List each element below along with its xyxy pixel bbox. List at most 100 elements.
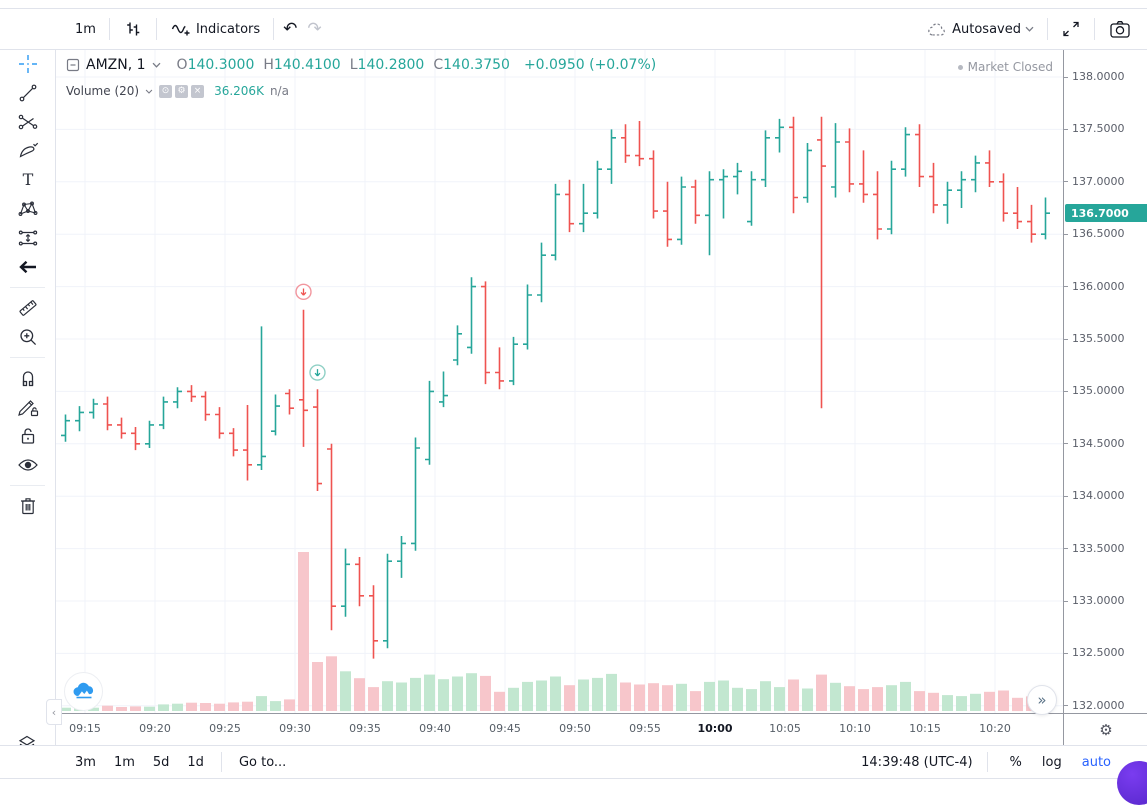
volume-bar [60, 707, 71, 711]
help-fab-button[interactable] [1117, 761, 1147, 805]
price-tick-label: 133.0000 [1064, 594, 1125, 608]
trend-line-tool-button[interactable] [9, 79, 47, 107]
arrow-tool-tool-button[interactable] [9, 253, 47, 281]
auto-scale-button[interactable]: auto [1081, 754, 1111, 770]
chart-plot-area[interactable] [56, 49, 1063, 713]
volume-ma-value: n/a [269, 84, 289, 98]
redo-button[interactable]: ↷ [307, 19, 322, 39]
clock[interactable]: 14:39:48 (UTC-4) [861, 754, 973, 770]
volume-bar [326, 656, 337, 711]
volume-bar [592, 677, 603, 711]
goto-button[interactable]: Go to... [238, 754, 287, 770]
price-axis[interactable]: 138.0000 137.5000 137.0000 136.5000 136.0000… [1063, 49, 1147, 745]
symbol-legend: AMZN, 1 O140.3000 H140.4100 L140.2800 C1… [66, 57, 656, 73]
volume-bar [494, 691, 505, 711]
scroll-to-recent-button[interactable]: » [1027, 685, 1057, 715]
autosave-label: Autosaved [952, 21, 1021, 37]
symbol-name[interactable]: AMZN, 1 [86, 57, 146, 73]
xabcd-pattern-tool-button[interactable] [9, 195, 47, 223]
drawing-mode-lock-tool-button[interactable] [9, 393, 47, 421]
interval-button[interactable]: 1m [75, 21, 96, 37]
change-value: +0.0950 (+0.07%) [523, 57, 657, 73]
percent-scale-button[interactable]: % [1009, 754, 1022, 770]
volume-bar [998, 690, 1009, 711]
camera-icon [1110, 21, 1130, 38]
toolbar-divider [10, 357, 45, 358]
volume-bar [522, 681, 533, 711]
gear-icon[interactable]: ⚙ [175, 84, 189, 98]
lock-all-drawings-tool-button[interactable] [9, 422, 47, 450]
remove-objects-icon [20, 498, 35, 515]
price-tick-label: 136.0000 [1064, 280, 1125, 294]
volume-bar [578, 679, 589, 711]
volume-bar [228, 702, 239, 711]
price-tick-label: 137.0000 [1064, 175, 1125, 189]
volume-bar [984, 691, 995, 711]
pane-logo-button[interactable] [64, 672, 103, 711]
trade-marker-buy[interactable] [309, 364, 326, 381]
volume-bar [270, 701, 281, 711]
close-icon[interactable]: × [191, 84, 205, 98]
crosshair-tool-button[interactable] [9, 50, 47, 78]
autosave-button[interactable]: Autosaved [917, 15, 1043, 43]
magnet-tool-button[interactable] [9, 364, 47, 392]
projection-tool-button[interactable] [9, 224, 47, 252]
volume-bar [130, 706, 141, 711]
ruler-tool-button[interactable] [9, 294, 47, 322]
trend-line-icon [19, 84, 36, 102]
volume-bar [214, 703, 225, 711]
volume-bar [564, 685, 575, 711]
brush-tool-button[interactable] [9, 137, 47, 165]
fib-tools-tool-button[interactable] [9, 108, 47, 136]
hide-all-drawings-tool-button[interactable] [9, 451, 47, 479]
bar-style-button[interactable] [114, 15, 152, 43]
range-button-1m[interactable]: 1m [113, 754, 135, 770]
snapshot-button[interactable] [1099, 15, 1141, 43]
price-tick-label: 133.5000 [1064, 542, 1125, 556]
close-value: 140.3750 [443, 57, 510, 73]
volume-bar [480, 675, 491, 711]
volume-bar [970, 693, 981, 711]
zoom-in-tool-button[interactable] [9, 323, 47, 351]
range-button-3m[interactable]: 3m [75, 754, 96, 770]
remove-objects-tool-button[interactable] [9, 492, 47, 520]
legend-menu-icon[interactable] [66, 58, 80, 72]
eye-icon[interactable]: ⊙ [159, 84, 173, 98]
range-button-1d[interactable]: 1d [187, 754, 204, 770]
volume-bar [284, 699, 295, 711]
volume-bar [900, 681, 911, 711]
up-bars [61, 118, 1050, 649]
time-tick-label: 09:25 [209, 722, 241, 735]
log-scale-button[interactable]: log [1041, 754, 1062, 770]
time-tick-label: 09:30 [279, 722, 311, 735]
xabcd-pattern-icon [18, 201, 37, 216]
drawing-mode-lock-icon [17, 400, 38, 417]
time-axis[interactable]: 09:15 09:20 09:25 09:30 09:35 09:40 09:45 09:50… [56, 713, 1063, 746]
time-tick-label: 10:15 [909, 722, 941, 735]
volume-bar [102, 705, 113, 711]
volume-indicator-label[interactable]: Volume (20) [66, 84, 140, 98]
chevron-down-icon[interactable] [145, 89, 153, 94]
open-value: 140.3000 [187, 57, 255, 73]
volume-bar [116, 707, 127, 711]
volume-bar [802, 688, 813, 711]
axis-settings-button[interactable]: ⚙ [1063, 713, 1147, 746]
undo-button[interactable]: ↶ [283, 19, 298, 39]
top-toolbar: 1m Indicators ↶ ↷ Autosaved [0, 8, 1147, 50]
down-bars [103, 116, 1036, 659]
volume-bar [368, 687, 379, 711]
magnet-icon [22, 371, 33, 387]
collapse-toolbar-handle[interactable]: ‹ [46, 699, 62, 725]
fullscreen-button[interactable] [1052, 15, 1090, 43]
crosshair-icon [18, 55, 37, 73]
divider [1047, 18, 1048, 40]
text-tool-tool-button[interactable]: T [9, 166, 47, 194]
volume-bar [438, 679, 449, 711]
trade-marker-sell[interactable] [295, 283, 312, 301]
indicators-button[interactable]: Indicators [161, 15, 269, 43]
range-button-5d[interactable]: 5d [152, 754, 170, 770]
chevron-down-icon[interactable] [152, 62, 161, 68]
price-tick-label: 136.5000 [1064, 227, 1125, 241]
market-status[interactable]: Market Closed [957, 60, 1053, 74]
volume-bar [676, 683, 687, 711]
